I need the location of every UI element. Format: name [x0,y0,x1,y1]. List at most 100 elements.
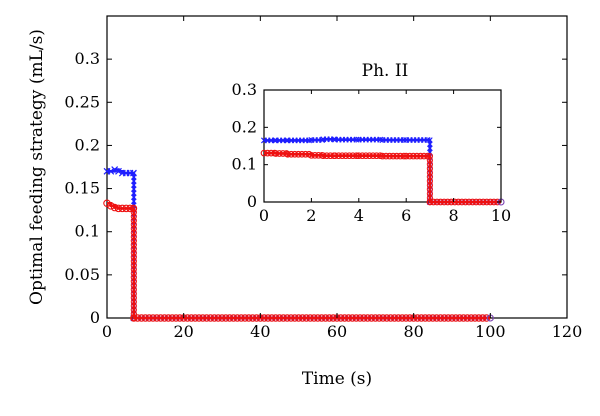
inset-series-1-point [426,190,433,197]
main-series-1-point [130,221,137,228]
main-series-0-point [131,182,137,188]
inset-series-1-point [462,198,469,206]
inset-series-1-point [444,198,452,206]
main-series-1-point [130,294,137,301]
inset-series-1-point [440,198,448,206]
main-series-1-point [130,233,137,240]
main-series-1-point [440,314,449,322]
main-series-0-point [111,166,119,174]
inset-series-1-point [426,161,433,168]
main-series-1-point [340,314,349,322]
inset-series-0-line [264,137,501,204]
main-x-tick-label: 0 [102,322,112,341]
main-series-1-point [425,314,433,322]
main-series-1-point [325,314,334,322]
inset-series-1-point [476,198,484,206]
main-series-1-point [145,314,153,322]
main-series-1-point [406,314,414,322]
inset-series-1-point [472,198,480,206]
main-series-1-point [233,314,242,322]
main-series-1-point [156,314,165,322]
main-series-0-markers [103,166,490,322]
main-series-1-point [294,314,303,322]
main-series-1-point [264,314,272,322]
main-series-1-point [275,314,284,322]
main-series-1-point [463,314,472,322]
main-series-1-point [176,314,184,322]
inset-x-tick-label: 4 [354,206,364,225]
inset-series-1-point [362,152,370,160]
main-x-tick-label: 100 [475,322,506,341]
inset-series-1-point [420,152,428,160]
main-series-1-point [475,314,483,322]
main-series-1-point [149,314,157,322]
main-series-1-point [130,237,137,244]
main-series-1-line [107,201,491,320]
inset-series-1-point [458,198,466,206]
inset-series-1-point [451,198,459,206]
inset-series-1-point [469,198,476,206]
inset-plot: 0 2 4 6 8 10 0 0.1 0.2 0.3 Ph. II [232,61,512,225]
main-series-1-point [471,314,479,322]
main-series-1-point [448,314,456,322]
inset-series-1-point [327,152,334,160]
main-series-1-point [130,229,137,236]
main-y-tick-label: 0.2 [75,135,100,154]
inset-series-1-point [382,152,390,160]
main-series-1-point [199,314,207,322]
main-series-1-point [130,314,137,322]
main-series-1-point [164,314,173,322]
inset-series-1-point [426,157,433,164]
main-series-0-point [131,194,137,200]
main-series-1-point [107,202,115,210]
inset-series-1-point [279,150,287,157]
main-series-1-point [245,314,253,322]
inset-series-1-point [402,152,410,160]
main-series-1-point [222,314,230,322]
main-series-0-point [131,190,137,196]
main-series-1-point [337,314,345,322]
main-series-1-point [417,314,426,322]
inset-series-0-point [427,145,433,152]
inset-x-tick-label: 6 [401,206,411,225]
main-series-1-point [202,314,211,322]
main-series-1-point [283,314,291,322]
inset-series-0-point [424,137,431,144]
inset-series-1-point [454,198,462,206]
inset-series-group [260,136,505,206]
main-y-tick-label: 0.3 [75,49,100,68]
inset-x-tick-label: 10 [491,206,511,225]
main-series-1-point [390,314,399,322]
main-series-1-point [137,314,146,322]
main-x-tick-label: 40 [250,322,270,341]
main-series-1-point [467,314,475,322]
main-series-1-point [141,314,150,322]
main-x-tick-label: 80 [403,322,423,341]
inset-series-0-point [400,137,407,144]
inset-series-1-point [426,198,433,206]
x-axis-label: Time (s) [302,369,372,389]
main-series-1-point [383,314,391,322]
main-series-1-point [379,314,387,322]
inset-y-tick-label: 0 [247,192,257,211]
main-series-1-point [172,314,180,322]
inset-x-tick-label: 0 [259,206,269,225]
main-series-1-point [402,314,410,322]
main-series-1-point [421,314,429,322]
main-series-1-point [130,241,137,249]
main-series-1-point [394,314,403,322]
inset-series-1-point [272,150,280,157]
inset-series-1-point [386,152,393,160]
main-series-1-point [130,302,137,309]
inset-series-1-point [479,198,487,206]
main-series-0-point [131,186,137,192]
inset-series-1-point [465,198,473,206]
main-series-0-point [131,174,137,180]
inset-series-1-point [366,152,373,160]
main-y-tick-label: 0.15 [64,179,100,198]
inset-x-tick-label: 8 [449,206,459,225]
inset-series-1-point [426,186,433,193]
inset-series-1-point [409,152,417,160]
